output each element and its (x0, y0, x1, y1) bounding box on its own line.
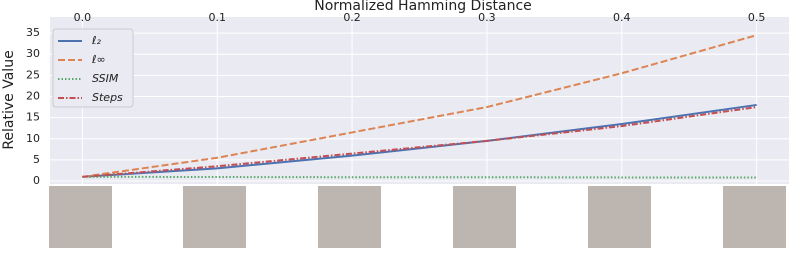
x-tick-label: 0.5 (748, 11, 766, 24)
legend-label: ℓ∞ (91, 53, 106, 66)
y-tick-label: 15 (26, 111, 40, 124)
x-tick-label: 0.1 (208, 11, 226, 24)
image (723, 186, 786, 248)
y-tick-label: 35 (26, 26, 40, 39)
x-tick-label: 0.3 (478, 11, 496, 24)
legend-label: ℓ₂ (91, 34, 102, 47)
series-line (82, 175, 757, 179)
y-tick-label: 0 (33, 174, 40, 187)
image (183, 186, 246, 248)
legend (52, 28, 134, 108)
legend-label: Steps (92, 91, 123, 104)
legend-label: SSIM (92, 72, 119, 85)
y-tick-label: 10 (26, 132, 40, 145)
x-tick-label: 0.2 (343, 11, 361, 24)
image (49, 186, 112, 248)
lines (82, 34, 757, 179)
x-tick-label: 0.4 (613, 11, 631, 24)
y-tick-label: 20 (26, 89, 40, 102)
image-strip (49, 186, 786, 248)
series-line (82, 34, 757, 178)
y-tick-label: 30 (26, 47, 40, 60)
series-line (82, 103, 757, 178)
legend-entries: ℓ₂ ℓ∞ SSIM Steps (58, 34, 123, 104)
image (318, 186, 381, 248)
image (453, 186, 516, 248)
image (588, 186, 651, 248)
y-tick-label: 25 (26, 68, 40, 81)
x-tick-label: 0.0 (74, 11, 92, 24)
x-axis-label: Normalized Hamming Distance (314, 0, 532, 14)
y-tick-label: 5 (33, 153, 40, 166)
y-axis-label: Relative Value (1, 50, 17, 149)
plot-background (50, 17, 789, 184)
series-line (82, 106, 757, 178)
